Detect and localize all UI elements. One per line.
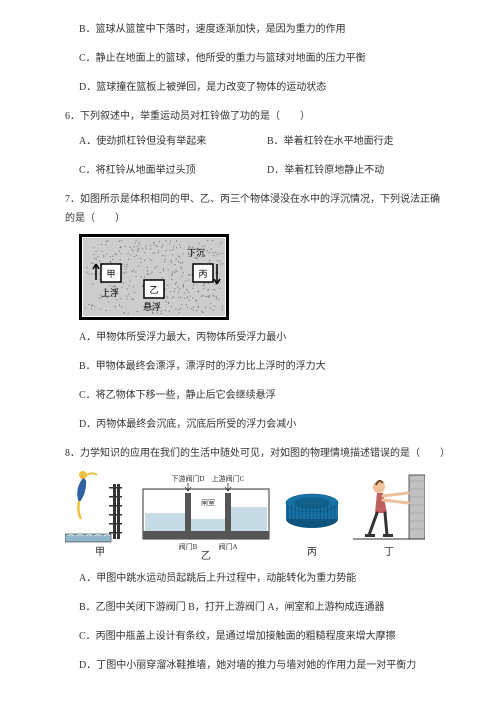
q8-opt-d: D．丁图中小丽穿溜冰鞋推墙，她对墙的推力与墙对她的作用力是一对平衡力	[79, 656, 445, 675]
q8-opt-c: C．丙图中瓶盖上设计有条纹，是通过增加接触面的粗糙程度来增大摩擦	[79, 627, 445, 646]
svg-text:甲: 甲	[95, 547, 105, 558]
svg-text:丙: 丙	[198, 269, 207, 279]
q5-opt-c: C．静止在地面上的篮球，他所受的重力与篮球对地面的压力平衡	[79, 49, 445, 68]
q6-options: A．使劲抓杠铃但没有举起来 B．举着杠铃在水平地面行走 C．将杠铃从地面举过头顶…	[79, 132, 445, 180]
q8-opt-a: A．甲图中跳水运动员起跳后上升过程中，动能转化为重力势能	[79, 569, 445, 588]
q6-opt-a: A．使劲抓杠铃但没有举起来	[79, 132, 257, 151]
svg-text:上浮: 上浮	[101, 287, 119, 298]
q5-opt-b: B．篮球从篮筐中下落时，速度逐渐加快，是因为重力的作用	[79, 20, 445, 39]
q8-figure: 甲 闸室 下游阀门D 上游阀门C 阀门B 阀门A 乙 丙 丁	[65, 469, 445, 561]
svg-text:乙: 乙	[201, 550, 211, 561]
q7-opt-b: B．甲物体最终会漂浮，漂浮时的浮力比上浮时的浮力大	[79, 357, 445, 376]
q8-opt-b: B．乙图中关闭下游阀门 B，打开上游阀门 A，闸室和上游构成连通器	[79, 598, 445, 617]
q7-opt-a: A．甲物体所受浮力最大，丙物体所受浮力最小	[79, 328, 445, 347]
svg-text:丁: 丁	[384, 547, 394, 558]
svg-text:悬浮: 悬浮	[143, 301, 161, 312]
svg-text:下沉: 下沉	[187, 248, 205, 258]
q7-stem: 7．如图所示是体积相同的甲、乙、丙三个物体浸没在水中的浮沉情况，下列说法正确的是…	[65, 190, 445, 228]
svg-text:闸室: 闸室	[201, 498, 215, 507]
svg-text:甲: 甲	[106, 269, 115, 279]
q6-stem: 6．下列叙述中，举重运动员对杠铃做了功的是（ ）	[65, 107, 445, 126]
q7-opt-d: D．丙物体最终会沉底，沉底后所受的浮力会减小	[79, 415, 445, 434]
q7-opt-c: C．将乙物体下移一些，静止后它会继续悬浮	[79, 386, 445, 405]
svg-text:丙: 丙	[307, 547, 317, 558]
q6-opt-c: C．将杠铃从地面举过头顶	[79, 161, 257, 180]
svg-text:阀门A: 阀门A	[218, 542, 237, 551]
q8-stem: 8．力学知识的应用在我们的生活中随处可见，对如图的物理情境描述错误的是（ ）	[65, 444, 445, 463]
q7-figure: 甲乙 丙上浮悬浮 下沉	[79, 234, 445, 320]
svg-text:下游阀门D: 下游阀门D	[171, 474, 204, 483]
q5-opt-d: D．篮球撞在篮板上被弹回，是力改变了物体的运动状态	[79, 78, 445, 97]
svg-text:上游阀门C: 上游阀门C	[212, 474, 245, 483]
svg-text:阀门B: 阀门B	[179, 542, 198, 551]
q6-opt-d: D．举着杠铃原地静止不动	[267, 161, 445, 180]
svg-text:乙: 乙	[149, 285, 158, 295]
q6-opt-b: B．举着杠铃在水平地面行走	[267, 132, 445, 151]
